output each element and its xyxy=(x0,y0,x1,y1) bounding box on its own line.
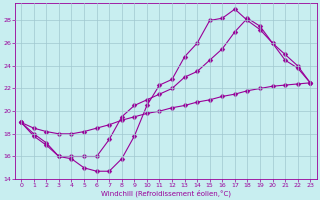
X-axis label: Windchill (Refroidissement éolien,°C): Windchill (Refroidissement éolien,°C) xyxy=(101,189,231,197)
